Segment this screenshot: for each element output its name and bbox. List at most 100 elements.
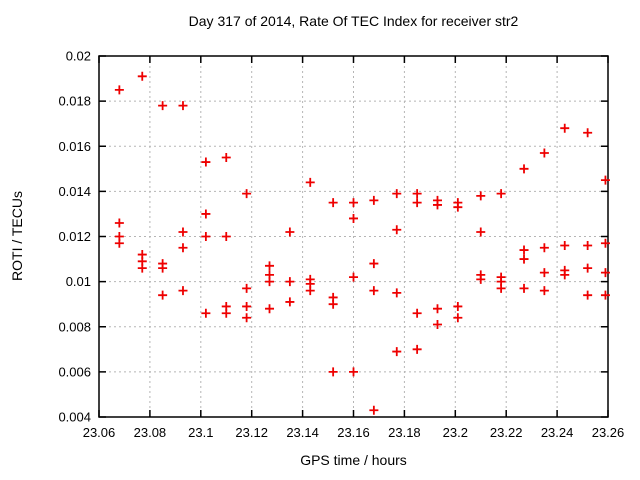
data-point-marker <box>539 148 549 158</box>
data-point-marker <box>137 263 147 273</box>
y-tick-label: 0.008 <box>58 319 91 334</box>
data-point-marker <box>158 290 168 300</box>
data-point-marker <box>392 225 402 235</box>
y-tick-labels: 0.004 0.006 0.008 0.01 0.012 0.014 0.016 0.018 0… <box>58 49 91 425</box>
data-point-marker <box>432 304 442 314</box>
data-point-marker <box>265 277 275 287</box>
data-point-marker <box>328 198 338 208</box>
x-tick-label: 23.12 <box>235 425 268 440</box>
data-point-marker <box>114 85 124 95</box>
data-point-marker <box>242 301 252 311</box>
x-tick-label: 23.24 <box>541 425 574 440</box>
data-point-marker <box>600 238 610 248</box>
data-point-marker <box>328 367 338 377</box>
data-point-marker <box>221 232 231 241</box>
data-point-marker <box>265 261 275 271</box>
data-point-marker <box>583 128 593 138</box>
data-point-marker <box>349 272 358 282</box>
data-point-marker <box>201 308 211 318</box>
data-point-marker <box>453 301 463 311</box>
y-tick-label: 0.012 <box>58 229 91 244</box>
data-point-marker <box>178 243 188 253</box>
data-point-marker <box>539 243 549 253</box>
data-point-marker <box>349 367 358 377</box>
chart-title: Day 317 of 2014, Rate Of TEC Index for r… <box>188 13 519 29</box>
data-point-marker <box>178 227 188 237</box>
data-point-marker <box>392 347 402 357</box>
data-point-marker <box>583 290 593 300</box>
data-point-marker <box>369 405 379 415</box>
data-point-marker <box>583 263 593 273</box>
data-point-marker <box>221 308 231 318</box>
data-point-marker <box>349 213 358 223</box>
x-tick-label: 23.06 <box>83 425 116 440</box>
data-point-marker <box>349 198 358 208</box>
x-tick-label: 23.26 <box>592 425 625 440</box>
data-point-marker <box>369 286 379 296</box>
data-point-marker <box>201 157 211 167</box>
data-point-marker <box>519 254 529 264</box>
y-tick-label: 0.02 <box>66 49 91 64</box>
data-point-marker <box>178 101 188 111</box>
y-tick-label: 0.004 <box>58 410 91 425</box>
x-tick-label: 23.16 <box>337 425 370 440</box>
x-tick-label: 23.2 <box>443 425 468 440</box>
x-tick-label: 23.18 <box>388 425 421 440</box>
data-point-marker <box>392 288 402 298</box>
data-point-marker <box>201 209 211 219</box>
data-point-marker <box>242 313 252 323</box>
data-point-marker <box>453 313 463 323</box>
data-point-marker <box>539 286 549 296</box>
data-point-marker <box>600 268 610 278</box>
grid-lines <box>99 56 608 417</box>
data-point-marker <box>201 232 211 241</box>
data-point-marker <box>476 191 486 201</box>
y-tick-label: 0.01 <box>66 274 91 289</box>
y-tick-label: 0.014 <box>58 184 91 199</box>
data-point-marker <box>328 299 338 309</box>
x-tick-label: 23.14 <box>286 425 319 440</box>
data-point-marker <box>369 259 379 269</box>
data-point-marker <box>285 277 295 287</box>
plot-border <box>98 55 609 418</box>
data-point-marker <box>560 270 570 280</box>
data-point-marker <box>265 304 275 314</box>
data-point-marker <box>453 202 463 212</box>
x-tick-labels: 23.06 23.08 23.1 23.12 23.14 23.16 23.18 23.2 23… <box>83 425 625 440</box>
data-points <box>114 71 610 415</box>
data-point-marker <box>242 283 252 293</box>
data-point-marker <box>583 241 593 251</box>
data-point-marker <box>285 227 295 237</box>
data-point-marker <box>114 238 124 248</box>
data-point-marker <box>600 290 610 300</box>
data-point-marker <box>158 263 168 273</box>
y-tick-label: 0.018 <box>58 94 91 109</box>
data-point-marker <box>285 297 295 307</box>
data-point-marker <box>305 286 315 296</box>
data-point-marker <box>496 189 506 199</box>
data-point-marker <box>412 189 422 199</box>
data-point-marker <box>412 198 422 208</box>
data-point-marker <box>305 177 315 187</box>
data-point-marker <box>221 153 231 163</box>
data-point-marker <box>600 175 610 185</box>
data-point-marker <box>158 101 168 111</box>
y-tick-label: 0.006 <box>58 364 91 379</box>
data-point-marker <box>519 164 529 174</box>
data-point-marker <box>412 308 422 318</box>
x-tick-label: 23.22 <box>490 425 523 440</box>
y-tick-label: 0.016 <box>58 139 91 154</box>
data-point-marker <box>114 218 124 228</box>
data-point-marker <box>560 123 570 133</box>
data-point-marker <box>369 195 379 205</box>
data-point-marker <box>432 319 442 329</box>
x-tick-label: 23.08 <box>134 425 167 440</box>
data-point-marker <box>178 286 188 296</box>
data-point-marker <box>476 227 486 237</box>
data-point-marker <box>539 268 549 278</box>
data-point-marker <box>476 274 486 284</box>
data-point-marker <box>496 283 506 293</box>
data-point-marker <box>432 200 442 210</box>
